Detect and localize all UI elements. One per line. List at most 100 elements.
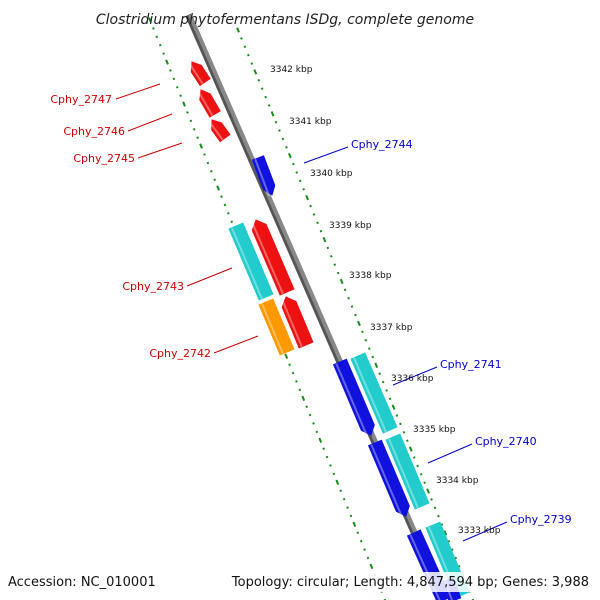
genome-title: Clostridium phytofermentans ISDg, comple… [96, 12, 474, 28]
right-track-dots [264, 95, 267, 99]
right-track-dots [350, 305, 354, 308]
gene-label-cphy-2747[interactable]: Cphy_2747 [50, 93, 112, 106]
left-track-dots [301, 395, 306, 401]
right-track-dots [278, 129, 281, 132]
left-track-dots [230, 220, 234, 224]
right-track-dots [440, 523, 444, 526]
gene-feature-red[interactable] [190, 61, 211, 86]
right-track-dots [240, 37, 243, 40]
left-track-dots [210, 170, 213, 173]
right-track-dots [368, 347, 371, 350]
left-track-dots [186, 111, 189, 114]
right-track-dots [406, 439, 409, 443]
gene-feature-cyan[interactable] [350, 352, 398, 434]
left-track-dots [356, 531, 360, 535]
gene-feature-orange[interactable] [258, 298, 295, 356]
gene-label-cphy-2743[interactable]: Cphy_2743 [122, 280, 184, 293]
kbp-tick-label: 3336 kbp [391, 374, 434, 384]
right-track-dots [319, 229, 323, 233]
left-track-dots [213, 178, 217, 182]
gene-label-cphy-2746[interactable]: Cphy_2746 [63, 125, 125, 138]
gene-highlight [250, 221, 284, 295]
accession-text: Accession: NC_010001 [8, 575, 156, 590]
gene-label-cphy-2739[interactable]: Cphy_2739 [510, 513, 572, 526]
kbp-tick-label: 3334 kbp [436, 476, 479, 486]
left-track-dots [203, 153, 206, 156]
right-track-dots [443, 530, 448, 536]
right-track-dots [450, 548, 454, 552]
right-track-dots [343, 288, 347, 292]
right-track-dots [253, 69, 258, 75]
right-track-dots [402, 431, 406, 434]
kbp-tick-label: 3342 kbp [270, 65, 313, 75]
left-track-dots [312, 422, 315, 425]
right-track-dots [326, 246, 330, 250]
right-track-dots [361, 330, 364, 334]
gene-feature-red[interactable] [281, 296, 314, 349]
right-track-dots [388, 397, 392, 401]
gene-highlight [387, 438, 419, 509]
left-track-dots [335, 479, 340, 486]
gene-label-cphy-2744[interactable]: Cphy_2744 [351, 138, 413, 151]
right-track-dots [357, 320, 361, 327]
right-track-dots [354, 313, 357, 317]
kbp-tick-label: 3340 kbp [310, 169, 353, 179]
right-track-dots [364, 338, 368, 342]
right-track-dots [236, 27, 240, 33]
left-track-dots [366, 556, 370, 560]
left-track-dots [175, 85, 179, 89]
kbp-tick-label: 3339 kbp [329, 221, 372, 231]
gene-feature-blue[interactable] [332, 358, 375, 436]
right-track-dots [322, 236, 327, 243]
right-track-dots [274, 120, 278, 124]
right-track-dots [437, 514, 440, 518]
right-track-dots [336, 271, 340, 275]
left-track-dots [148, 17, 152, 23]
gene-highlight [208, 121, 224, 141]
right-track-dots [378, 372, 381, 375]
right-track-dots [243, 45, 247, 49]
right-track-dots [433, 506, 437, 510]
right-track-dots [257, 78, 261, 82]
left-track-dots [339, 489, 343, 493]
left-track-dots [220, 195, 223, 198]
left-track-dots [325, 455, 329, 459]
gene-highlight [370, 444, 404, 518]
gene-feature-red[interactable] [251, 219, 295, 296]
right-track-dots [385, 389, 388, 392]
left-track-dots [342, 497, 346, 501]
right-track-dots [309, 204, 312, 208]
kbp-tick-label: 3337 kbp [370, 323, 413, 333]
right-track-dots [298, 179, 302, 183]
left-track-dots [305, 405, 308, 408]
gene-feature-red[interactable] [199, 89, 221, 118]
gene-label-leader [127, 113, 173, 132]
gene-feature-cyan[interactable] [228, 222, 274, 301]
left-track-dots [189, 119, 193, 123]
gene-feature-blue[interactable] [251, 155, 276, 196]
gene-label-leader [462, 521, 508, 542]
left-track-dots [363, 548, 366, 551]
right-track-dots [291, 162, 295, 166]
gene-label-leader [303, 146, 349, 164]
left-track-dots [359, 539, 363, 543]
right-track-dots [347, 296, 350, 300]
gene-label-cphy-2745[interactable]: Cphy_2745 [73, 152, 135, 165]
gene-label-cphy-2740[interactable]: Cphy_2740 [475, 435, 537, 448]
gene-highlight [254, 158, 271, 197]
gene-label-cphy-2741[interactable]: Cphy_2741 [440, 358, 502, 371]
gene-feature-red[interactable] [211, 119, 231, 143]
left-track-dots [322, 447, 325, 450]
gene-label-leader [137, 142, 183, 159]
gene-label-cphy-2742[interactable]: Cphy_2742 [149, 347, 211, 360]
left-track-dots [288, 363, 291, 366]
gene-feature-blue[interactable] [367, 439, 410, 517]
left-track-dots [182, 101, 186, 107]
right-track-dots [454, 556, 458, 560]
track-guides [148, 17, 475, 600]
gene-highlight [188, 63, 204, 85]
gene-feature-cyan[interactable] [385, 433, 430, 510]
left-track-dots [199, 143, 203, 149]
right-track-dots [457, 565, 461, 568]
right-track-dots [316, 221, 319, 225]
